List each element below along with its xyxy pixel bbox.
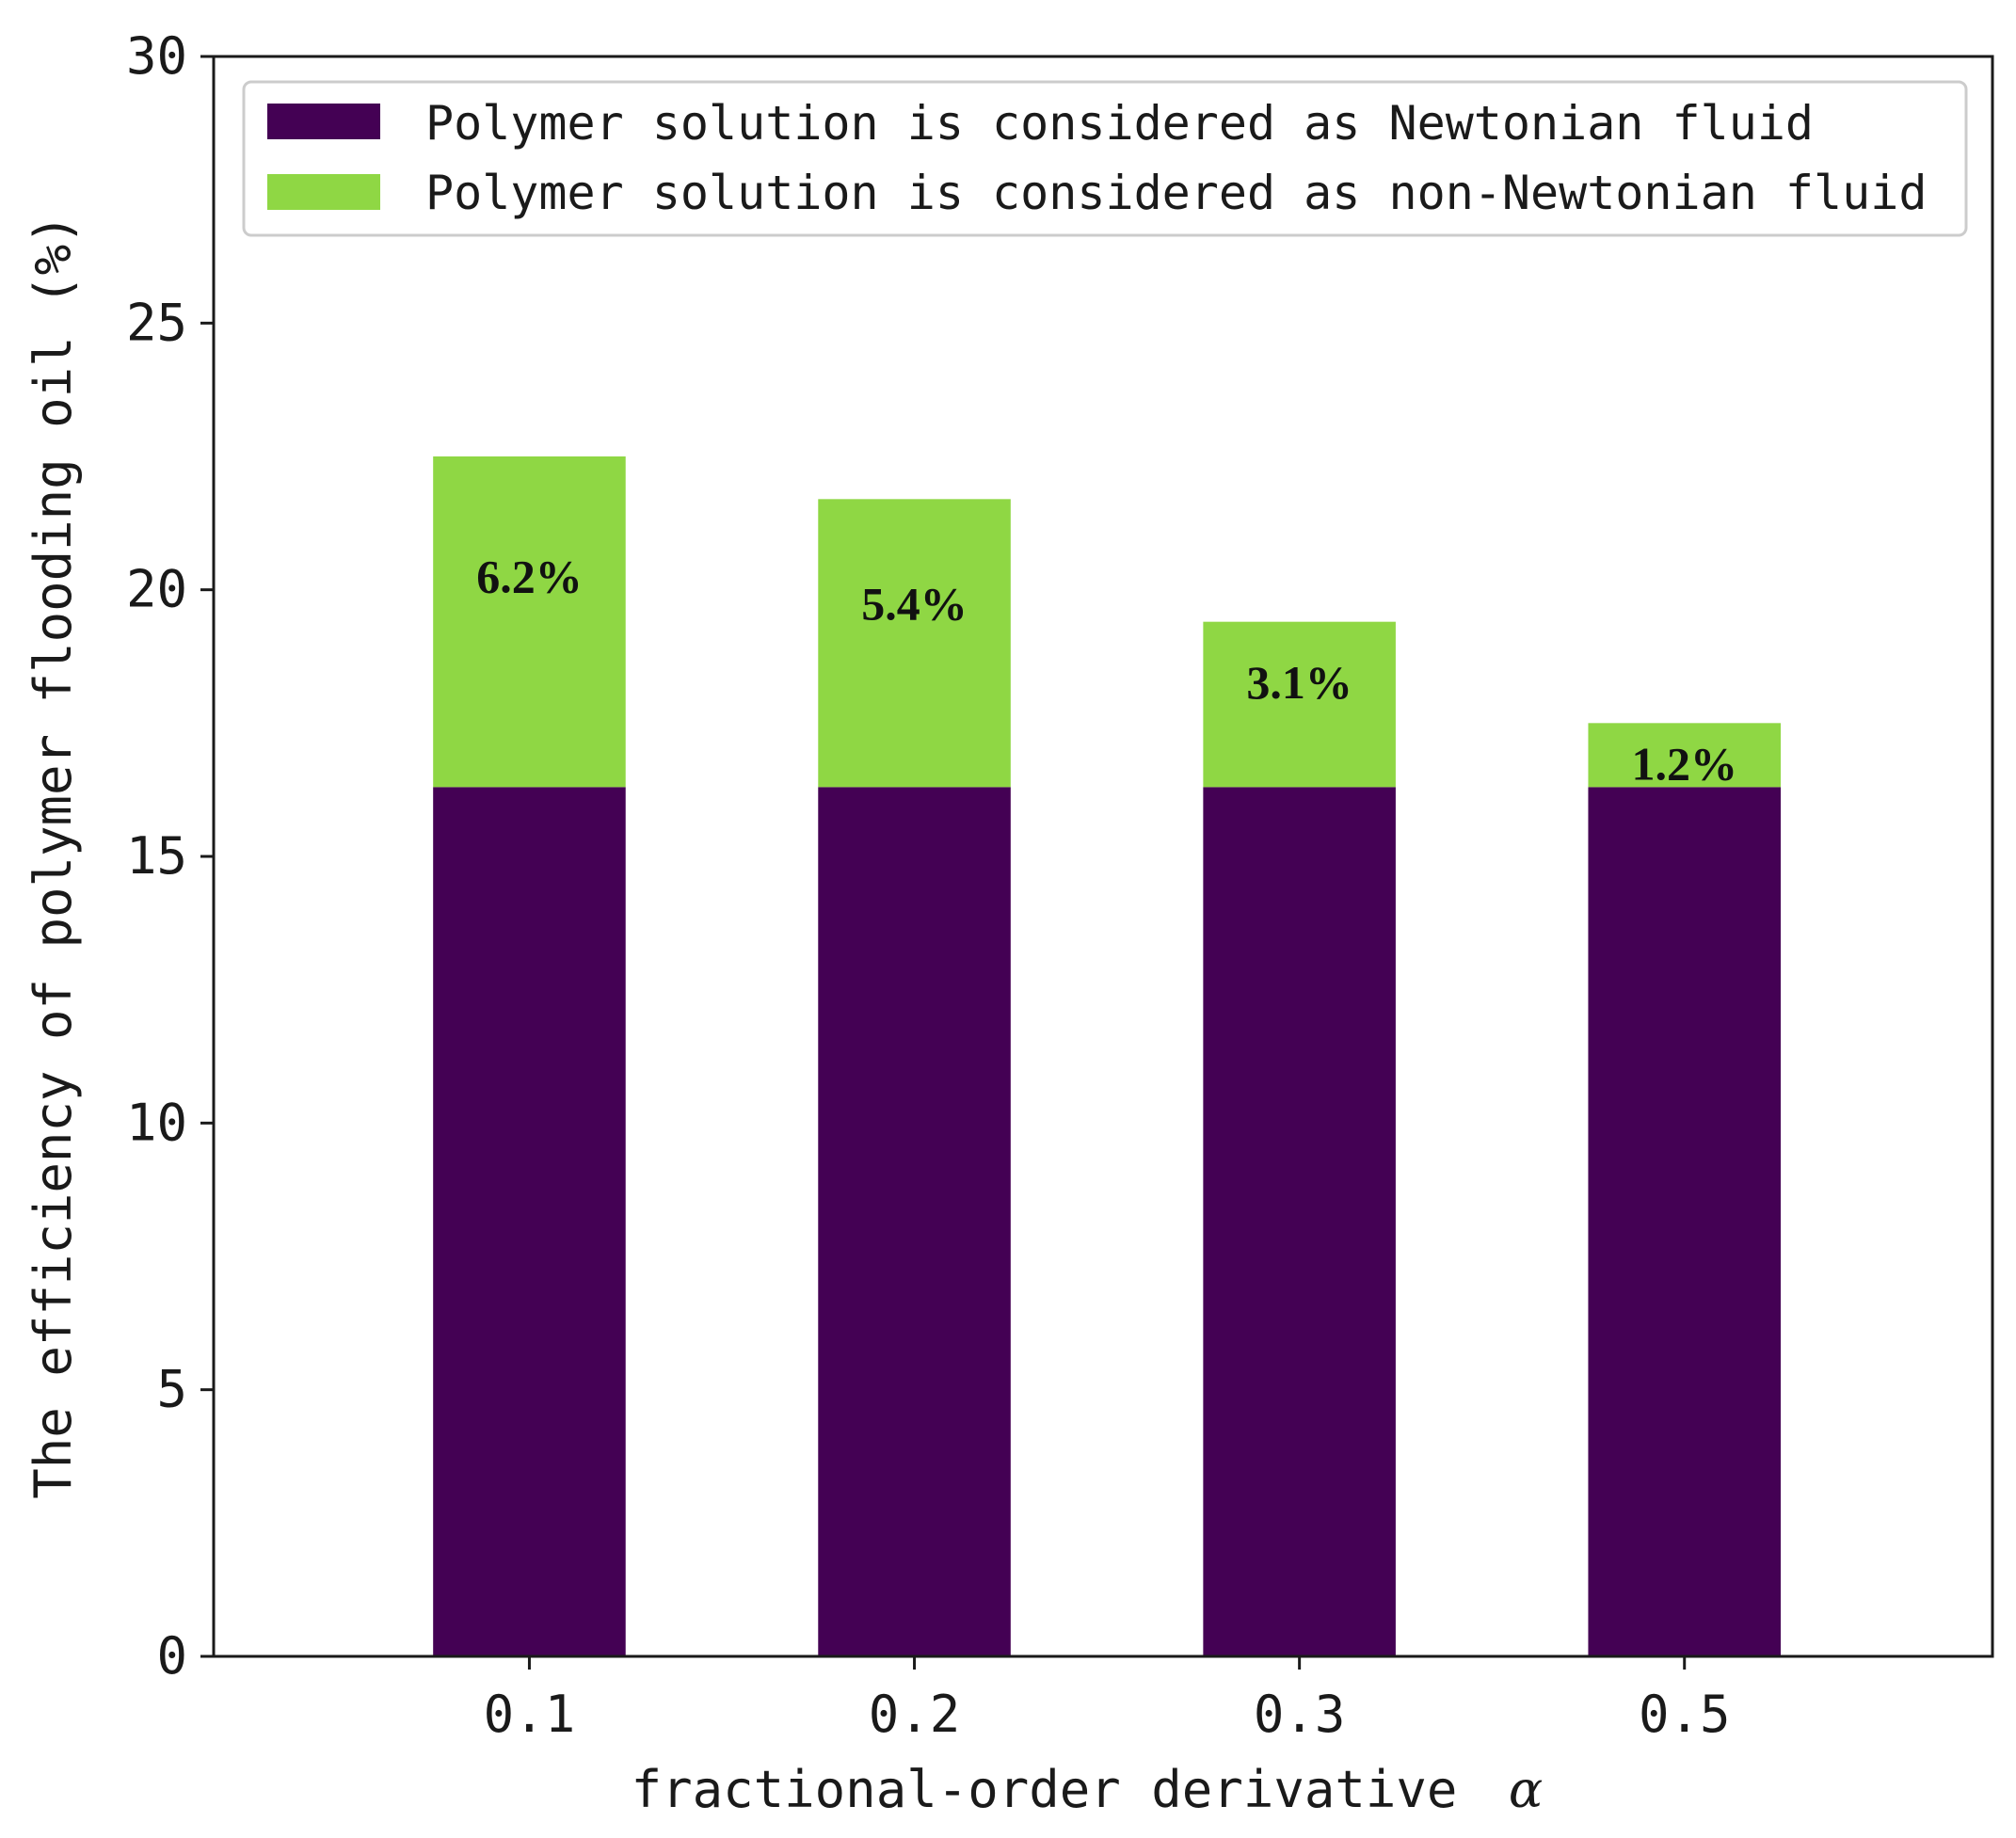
legend: Polymer solution is considered as Newton… [242, 80, 1968, 237]
data-labels-layer: 6.2% 5.4% 3.1% 1.2% [476, 550, 1737, 790]
x-tick-label: 0.5 [1639, 1685, 1731, 1744]
data-label: 5.4% [861, 577, 968, 630]
x-axis-title-symbol: α [1509, 1760, 1543, 1819]
y-tick-label: 15 [126, 826, 187, 886]
legend-swatch-newtonian [267, 104, 380, 139]
x-tick-label: 0.1 [484, 1685, 576, 1744]
bar-non-newtonian [1588, 723, 1781, 788]
bar-newtonian [818, 787, 1011, 1656]
data-label: 3.1% [1246, 656, 1352, 709]
y-tick-label: 25 [126, 293, 187, 352]
y-tick-label: 0 [156, 1626, 187, 1686]
x-axis-title: fractional-order derivative α [632, 1760, 1544, 1819]
legend-label-newtonian: Polymer solution is considered as Newton… [425, 96, 1814, 151]
bar-newtonian [1588, 787, 1781, 1656]
legend-swatch-non-newtonian [267, 174, 380, 210]
x-tick-label: 0.2 [869, 1685, 961, 1744]
y-tick-label: 5 [156, 1360, 187, 1419]
legend-label-non-newtonian: Polymer solution is considered as non-Ne… [425, 166, 1927, 220]
y-axis-title: The efficiency of polymer flooding oil (… [24, 214, 83, 1498]
x-axis: 0.1 0.2 0.3 0.5 [484, 1656, 1731, 1744]
bar-non-newtonian [818, 499, 1011, 788]
y-tick-label: 30 [126, 26, 187, 86]
bar-newtonian [433, 787, 626, 1656]
legend-box [242, 80, 1968, 237]
data-label: 1.2% [1631, 737, 1737, 790]
y-tick-label: 20 [126, 560, 187, 619]
bars-layer [433, 456, 1781, 1656]
bar-non-newtonian [433, 456, 626, 788]
y-axis: 0 5 10 15 20 25 30 [126, 26, 214, 1686]
x-tick-label: 0.3 [1254, 1685, 1346, 1744]
bar-non-newtonian [1203, 621, 1396, 788]
x-axis-title-text: fractional-order derivative [632, 1760, 1458, 1819]
data-label: 6.2% [476, 550, 583, 602]
bar-newtonian [1203, 787, 1396, 1656]
y-tick-label: 10 [126, 1093, 187, 1152]
